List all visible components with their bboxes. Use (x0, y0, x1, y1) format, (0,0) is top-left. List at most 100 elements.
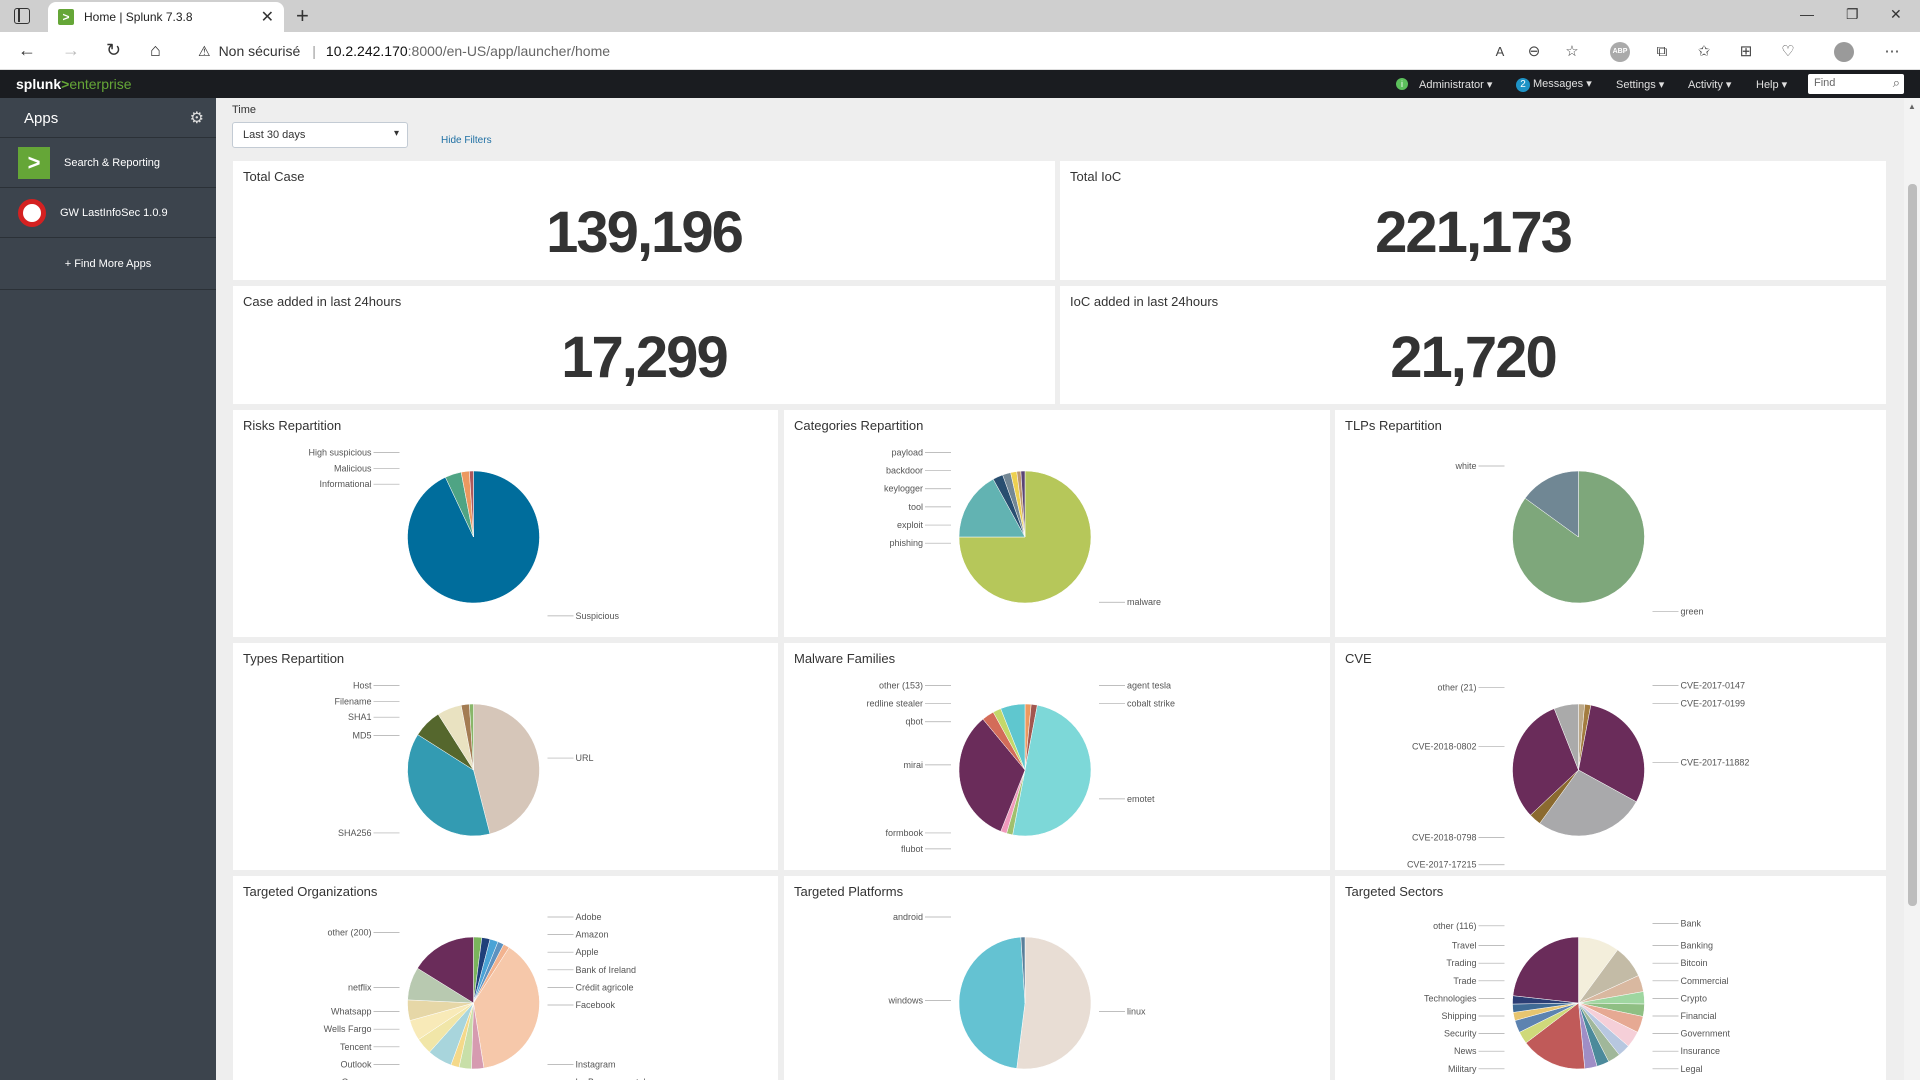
pie-slice-android[interactable] (1020, 936, 1026, 1004)
splunk-logo[interactable]: splunk>enterprise (16, 76, 132, 92)
browser-essentials-icon[interactable]: ♡ (1781, 43, 1795, 60)
pie-slice-mirai[interactable] (958, 718, 1026, 832)
gear-icon[interactable]: ⚙ (189, 110, 204, 127)
pie-slice-cve-2017-17215[interactable] (1539, 769, 1637, 837)
minimize-icon[interactable]: — (1800, 6, 1814, 22)
panel-ioc-24h: IoC added in last 24hours 21,720 (1060, 286, 1886, 404)
tab-actions-icon[interactable] (14, 8, 30, 24)
apps-title: Apps (24, 110, 59, 127)
close-tab-icon[interactable]: ✕ (260, 9, 274, 26)
app-search-reporting[interactable]: > Search & Reporting (0, 138, 216, 188)
activity-menu[interactable]: Activity ▾ (1688, 79, 1732, 91)
pie-label: emotet (1127, 794, 1155, 804)
browser-tab[interactable]: > Home | Splunk 7.3.8 ✕ (48, 2, 284, 32)
find-more-apps-link[interactable]: + Find More Apps (0, 238, 216, 290)
pie-slice-cve-2017-11882[interactable] (1578, 704, 1645, 803)
single-value[interactable]: 17,299 (561, 325, 728, 390)
panel-title: Risks Repartition (243, 418, 342, 433)
pie-label: Government (1681, 1029, 1731, 1039)
restore-icon[interactable]: ❐ (1846, 6, 1859, 22)
panel-title: Targeted Sectors (1345, 884, 1444, 899)
pie-label: android (893, 912, 923, 922)
pie-slice-windows[interactable] (958, 936, 1026, 1069)
more-menu-icon[interactable]: ⋯ (1884, 43, 1900, 60)
favorite-star-icon[interactable]: ☆ (1565, 43, 1579, 60)
security-label[interactable]: Non sécurisé (218, 43, 301, 59)
pie-slice-host[interactable] (469, 703, 474, 771)
pie-slice-other-200-[interactable] (417, 936, 474, 1004)
find-input[interactable]: Find (1808, 74, 1904, 94)
url-field[interactable]: ⚠ Non sécurisé | 10.2.242.170 :8000/en-U… (198, 37, 1568, 65)
pie-slice-linux[interactable] (1016, 936, 1092, 1070)
pie-label: Financial (1681, 1011, 1717, 1021)
zoom-icon[interactable]: ⊖ (1527, 43, 1541, 60)
pie-label: Wells Fargo (324, 1024, 372, 1034)
panel-title: Case added in last 24hours (243, 294, 402, 309)
hide-filters-link[interactable]: Hide Filters (441, 135, 492, 146)
single-value[interactable]: 221,173 (1375, 200, 1573, 265)
scroll-up-icon[interactable]: ▲ (1908, 102, 1916, 111)
pie-slice-facebook[interactable] (473, 947, 540, 1069)
home-icon[interactable]: ⌂ (150, 40, 161, 60)
extensions-icon[interactable]: ⧉ (1656, 43, 1668, 60)
pie-label: Host (353, 680, 372, 690)
pie-slice-sha256[interactable] (407, 734, 491, 837)
panel-risks-repartition: Risks Repartition Suspicious Informational… (233, 410, 778, 637)
help-menu[interactable]: Help ▾ (1756, 79, 1788, 91)
pie-slice-url[interactable] (473, 703, 540, 835)
pie-slice-malware[interactable] (958, 470, 1092, 604)
messages-menu[interactable]: 2 Messages ▾ (1516, 77, 1592, 92)
pie-label: CVE-2018-0802 (1412, 742, 1477, 752)
adblock-icon[interactable]: ABP (1610, 42, 1630, 62)
app-gw-lastinfosec[interactable]: GW LastInfoSec 1.0.9 (0, 188, 216, 238)
single-value[interactable]: 139,196 (546, 200, 744, 265)
pie-label: Legal (1681, 1064, 1703, 1074)
administrator-menu[interactable]: Administrator ▾ (1419, 79, 1493, 91)
pie-label: backdoor (886, 466, 923, 476)
pie-chart: Bank Banking Bitcoin Commercial Crypto Financ… (1424, 919, 1731, 1074)
pie-slice-other-153-[interactable] (1000, 703, 1026, 771)
profile-avatar-icon[interactable] (1834, 42, 1854, 62)
scroll-thumb[interactable] (1908, 184, 1917, 906)
pie-slice-other-21-[interactable] (1553, 703, 1579, 771)
pie-slice-payload[interactable] (1020, 470, 1026, 538)
warning-icon[interactable]: ⚠ (198, 42, 211, 59)
pie-slice-security[interactable] (1525, 1002, 1586, 1070)
pie-label: Facebook (576, 1000, 616, 1010)
pie-slice-high-suspicious[interactable] (469, 470, 474, 538)
pie-label: Adobe (576, 912, 602, 922)
single-value[interactable]: 21,720 (1390, 325, 1557, 390)
pie-label: Technologies (1424, 993, 1477, 1003)
pie-label: Crypto (1681, 993, 1708, 1003)
page-scrollbar[interactable]: ▲ (1904, 98, 1920, 1080)
url-path: :8000/en-US/app/launcher/home (407, 43, 611, 59)
favorites-icon[interactable]: ✩ (1697, 43, 1711, 60)
time-label: Time (232, 104, 257, 116)
app-label: GW LastInfoSec 1.0.9 (60, 206, 168, 219)
collections-icon[interactable]: ⊞ (1739, 43, 1753, 60)
settings-menu[interactable]: Settings ▾ (1616, 79, 1665, 91)
back-icon[interactable]: ← (18, 40, 36, 60)
pie-slice-emotet[interactable] (1012, 704, 1092, 837)
pie-label: exploit (897, 520, 924, 530)
pie-slice-other-116-[interactable] (1512, 936, 1579, 1004)
pie-slice-white[interactable] (1524, 470, 1579, 538)
reload-icon[interactable]: ↻ (106, 40, 122, 60)
pie-label: qbot (905, 717, 923, 727)
forward-icon[interactable]: → (62, 40, 80, 60)
new-tab-icon[interactable]: + (296, 3, 309, 28)
panel-title: Targeted Platforms (794, 884, 904, 899)
panel-tlps-repartition: TLPs Repartition green white (1335, 410, 1886, 637)
time-picker[interactable]: Last 30 days (232, 122, 408, 148)
pie-label: CVE-2018-0798 (1412, 832, 1477, 842)
read-aloud-icon[interactable]: A (1495, 44, 1505, 59)
pie-slice-phishing[interactable] (958, 478, 1026, 538)
close-window-icon[interactable]: ✕ (1890, 6, 1902, 22)
filters-bar: Time Last 30 days Hide Filters (232, 104, 492, 148)
panel-title: Malware Families (794, 651, 896, 666)
pie-label: High suspicious (308, 447, 372, 457)
pie-slice-cve-2018-0802[interactable] (1512, 708, 1579, 816)
panel-case-24h: Case added in last 24hours 17,299 (233, 286, 1055, 404)
pie-label: Travel (1452, 941, 1477, 951)
status-ok-icon[interactable]: i (1396, 78, 1408, 90)
